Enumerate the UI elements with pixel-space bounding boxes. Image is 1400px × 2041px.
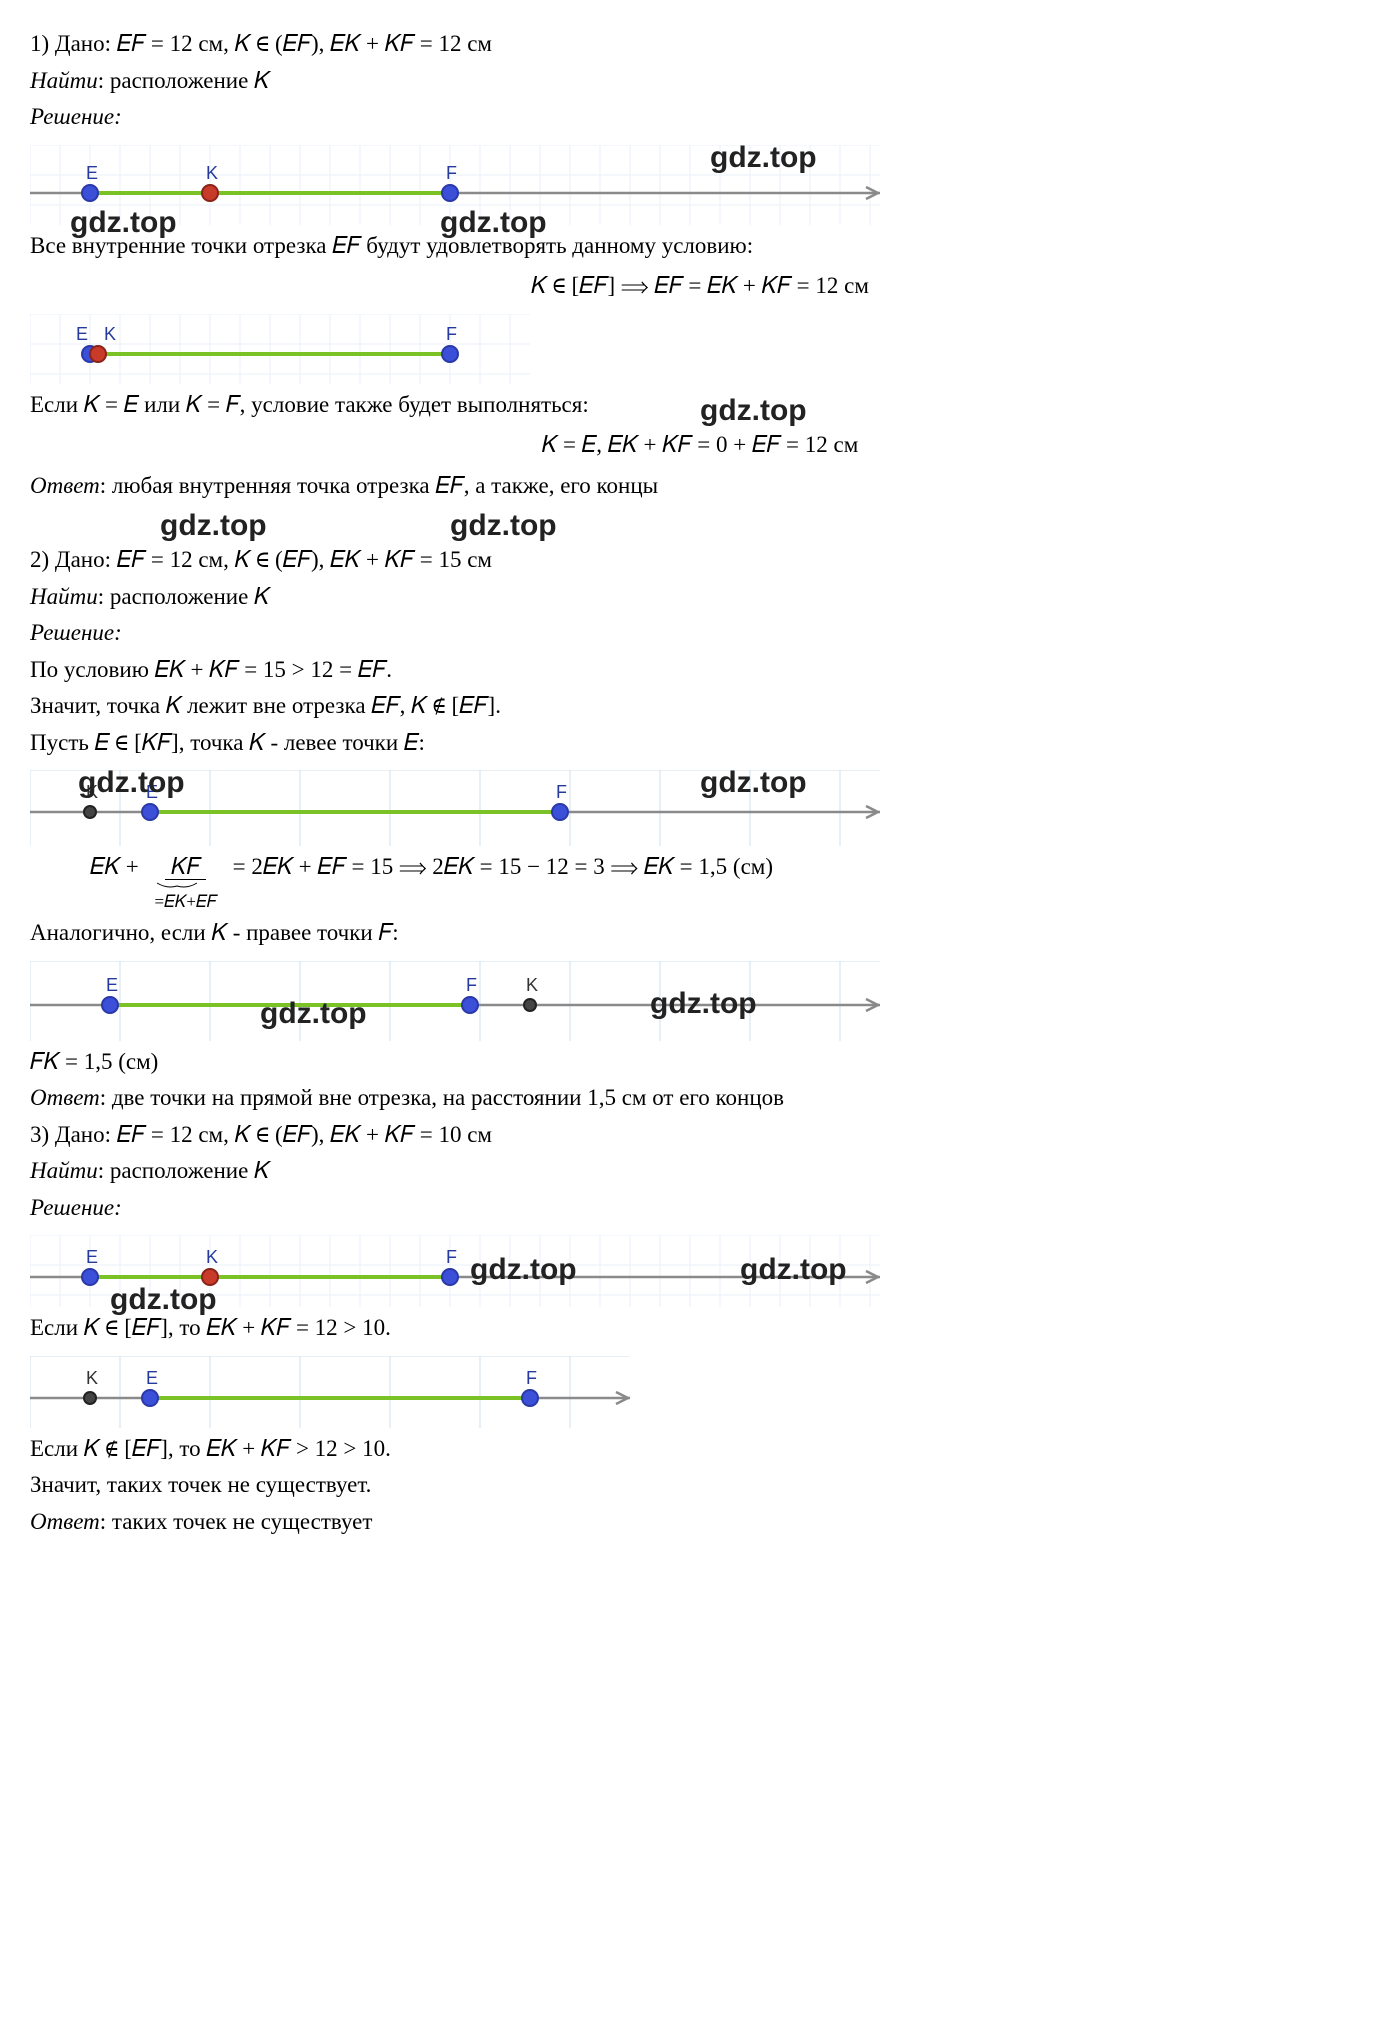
formula-under-top: 𝐾𝐹 bbox=[165, 854, 206, 880]
point-label-f: F bbox=[556, 782, 567, 802]
p2-naiti: Найти: расположение 𝐾 bbox=[30, 580, 1370, 615]
point-k bbox=[84, 1392, 96, 1404]
point-k bbox=[84, 806, 96, 818]
point-label-e: E bbox=[86, 163, 98, 183]
p1-reshenie: Решение: bbox=[30, 100, 1370, 135]
p2-line3: Пусть 𝐸 ∈ [𝐾𝐹], точка 𝐾 - левее точки 𝐸: bbox=[30, 726, 1370, 761]
wm-row-1: gdz.top gdz.top bbox=[30, 505, 1370, 541]
answer-label: Ответ bbox=[30, 473, 100, 498]
p1-naiti: Найти: расположение 𝐾 bbox=[30, 64, 1370, 99]
point-label-k: K bbox=[206, 1247, 218, 1267]
point-e bbox=[82, 1269, 98, 1285]
point-e bbox=[142, 804, 158, 820]
point-label-k: K bbox=[104, 324, 116, 344]
formula-left: 𝐸𝐾 + bbox=[90, 854, 139, 879]
point-k bbox=[90, 346, 106, 362]
label: Найти bbox=[30, 584, 98, 609]
diagram-1: EKFgdz.topgdz.topgdz.top bbox=[30, 145, 1370, 225]
point-e bbox=[142, 1390, 158, 1406]
point-f bbox=[552, 804, 568, 820]
diagram-5: EKFgdz.topgdz.topgdz.top bbox=[30, 1235, 1370, 1307]
point-k bbox=[524, 999, 536, 1011]
p3-dano: 3) Дано: 𝐸𝐹 = 12 см, 𝐾 ∈ (𝐸𝐹), 𝐸𝐾 + 𝐾𝐹 =… bbox=[30, 1118, 1370, 1153]
p2-answer: Ответ: две точки на прямой вне отрезка, … bbox=[30, 1081, 1370, 1116]
text: : расположение 𝐾 bbox=[98, 584, 270, 609]
p2-dano: 2) Дано: 𝐸𝐹 = 12 см, 𝐾 ∈ (𝐸𝐹), 𝐸𝐾 + 𝐾𝐹 =… bbox=[30, 543, 1370, 578]
p3-naiti: Найти: расположение 𝐾 bbox=[30, 1154, 1370, 1189]
point-label-f: F bbox=[446, 163, 457, 183]
watermark: gdz.top bbox=[450, 503, 557, 548]
p1-dano: 1) Дано: 𝐸𝐹 = 12 см, 𝐾 ∈ (𝐸𝐹), 𝐸𝐾 + 𝐾𝐹 =… bbox=[30, 27, 1370, 62]
p3-line1: Если 𝐾 ∈ [𝐸𝐹], то 𝐸𝐾 + 𝐾𝐹 = 12 > 10. bbox=[30, 1311, 1370, 1346]
point-label-e: E bbox=[146, 782, 158, 802]
underbrace-icon bbox=[155, 881, 199, 891]
p1-formula2: 𝐾 = 𝐸, 𝐸𝐾 + 𝐾𝐹 = 0 + 𝐸𝐹 = 12 см bbox=[30, 428, 1370, 463]
point-f bbox=[442, 1269, 458, 1285]
point-f bbox=[522, 1390, 538, 1406]
point-label-f: F bbox=[446, 1247, 457, 1267]
point-label-k: K bbox=[526, 975, 538, 995]
p2-reshenie: Решение: bbox=[30, 616, 1370, 651]
point-label-f: F bbox=[466, 975, 477, 995]
point-k bbox=[202, 185, 218, 201]
point-label-e: E bbox=[76, 324, 88, 344]
formula-under-note: =𝐸𝐾+𝐸𝐹 bbox=[155, 889, 217, 915]
p1-line2-row: Если 𝐾 = 𝐸 или 𝐾 = 𝐹, условие также буде… bbox=[30, 388, 1370, 423]
p2-line5: 𝐹𝐾 = 1,5 (см) bbox=[30, 1045, 1370, 1080]
point-f bbox=[442, 185, 458, 201]
point-k bbox=[202, 1269, 218, 1285]
answer-text: : две точки на прямой вне отрезка, на ра… bbox=[100, 1085, 784, 1110]
text: : расположение 𝐾 bbox=[98, 68, 270, 93]
diagram-6: KEF bbox=[30, 1356, 1370, 1428]
p3-line3: Значит, таких точек не существует. bbox=[30, 1468, 1370, 1503]
point-label-e: E bbox=[86, 1247, 98, 1267]
point-label-f: F bbox=[526, 1368, 537, 1388]
point-label-f: F bbox=[446, 324, 457, 344]
p2-line4: Аналогично, если 𝐾 - правее точки 𝐹: bbox=[30, 916, 1370, 951]
point-label-k: K bbox=[206, 163, 218, 183]
p1-formula1: 𝐾 ∈ [𝐸𝐹] ⟹ 𝐸𝐹 = 𝐸𝐾 + 𝐾𝐹 = 12 см bbox=[30, 269, 1370, 304]
point-e bbox=[102, 997, 118, 1013]
text: 1) Дано: 𝐸𝐹 = 12 см, 𝐾 ∈ (𝐸𝐹), 𝐸𝐾 + 𝐾𝐹 =… bbox=[30, 31, 492, 56]
p2-line1: По условию 𝐸𝐾 + 𝐾𝐹 = 15 > 12 = 𝐸𝐹. bbox=[30, 653, 1370, 688]
p2-formula: 𝐸𝐾 + 𝐾𝐹 =𝐸𝐾+𝐸𝐹 = 2𝐸𝐾 + 𝐸𝐹 = 15 ⟹ 2𝐸𝐾 = 1… bbox=[30, 850, 1370, 914]
formula-right: = 2𝐸𝐾 + 𝐸𝐹 = 15 ⟹ 2𝐸𝐾 = 15 − 12 = 3 ⟹ 𝐸𝐾… bbox=[233, 854, 773, 879]
point-f bbox=[442, 346, 458, 362]
p3-reshenie: Решение: bbox=[30, 1191, 1370, 1226]
point-label-k: K bbox=[86, 1368, 98, 1388]
point-label-e: E bbox=[146, 1368, 158, 1388]
diagram-3: KEFgdz.topgdz.top bbox=[30, 770, 1370, 846]
p3-answer: Ответ: таких точек не существует bbox=[30, 1505, 1370, 1540]
answer-text: : таких точек не существует bbox=[100, 1509, 373, 1534]
diagram-2: EK F bbox=[30, 314, 1370, 384]
text: : расположение 𝐾 bbox=[98, 1158, 270, 1183]
p1-line1: Все внутренние точки отрезка 𝐸𝐹 будут уд… bbox=[30, 229, 1370, 264]
label: Найти bbox=[30, 68, 98, 93]
answer-label: Ответ bbox=[30, 1085, 100, 1110]
answer-label: Ответ bbox=[30, 1509, 100, 1534]
point-label-k: K bbox=[86, 782, 98, 802]
watermark: gdz.top bbox=[160, 503, 267, 548]
diagram-4: EFKgdz.topgdz.top bbox=[30, 961, 1370, 1041]
point-f bbox=[462, 997, 478, 1013]
p2-line2: Значит, точка 𝐾 лежит вне отрезка 𝐸𝐹, 𝐾 … bbox=[30, 689, 1370, 724]
point-label-e: E bbox=[106, 975, 118, 995]
answer-text: : любая внутренняя точка отрезка 𝐸𝐹, а т… bbox=[100, 473, 658, 498]
label: Найти bbox=[30, 1158, 98, 1183]
point-e bbox=[82, 185, 98, 201]
p1-line2: Если 𝐾 = 𝐸 или 𝐾 = 𝐹, условие также буде… bbox=[30, 388, 1370, 423]
p1-answer: Ответ: любая внутренняя точка отрезка 𝐸𝐹… bbox=[30, 469, 1370, 504]
p3-line2: Если 𝐾 ∉ [𝐸𝐹], то 𝐸𝐾 + 𝐾𝐹 > 12 > 10. bbox=[30, 1432, 1370, 1467]
